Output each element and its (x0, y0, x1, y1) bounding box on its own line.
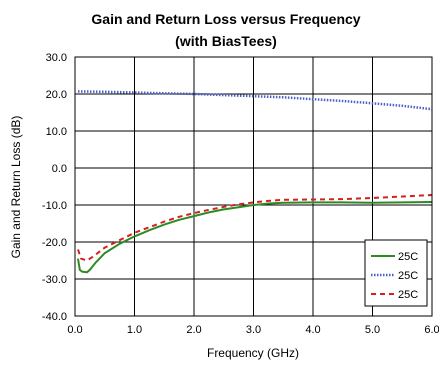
x-tick-label: 0.0 (67, 324, 82, 336)
y-tick-label: -40.0 (42, 311, 67, 323)
x-tick-label: 6.0 (424, 324, 439, 336)
tick-labels: 0.0 1.0 2.0 3.0 4.0 5.0 6.0 30.0 20.0 10.0 0.0 -10.… (42, 52, 439, 336)
legend-label-1: 25C (398, 251, 418, 263)
legend: 25C 25C 25C (364, 239, 428, 307)
y-axis-label: Gain and Return Loss (dB) (9, 116, 23, 259)
series-line-1 (77, 201, 433, 274)
y-tick-label: -30.0 (42, 274, 67, 286)
chart-subtitle: (with BiasTees) (175, 33, 277, 49)
y-tick-label: -10.0 (42, 200, 67, 212)
series-line-2 (77, 90, 433, 111)
legend-label-2: 25C (398, 270, 418, 282)
chart-title: Gain and Return Loss versus Frequency (91, 11, 360, 27)
series-layer (77, 90, 433, 274)
x-axis-label: Frequency (GHz) (207, 346, 299, 360)
x-tick-label: 4.0 (305, 324, 320, 336)
plot-area-frame (74, 56, 433, 317)
legend-label-3: 25C (398, 289, 418, 301)
y-tick-label: 10.0 (46, 126, 67, 138)
x-tick-label: 5.0 (365, 324, 380, 336)
y-tick-label: 30.0 (46, 52, 67, 64)
x-tick-label: 3.0 (246, 324, 261, 336)
y-tick-label: -20.0 (42, 237, 67, 249)
series-line-3 (77, 194, 433, 262)
x-tick-label: 2.0 (186, 324, 201, 336)
x-tick-label: 1.0 (127, 324, 142, 336)
y-tick-label: 20.0 (46, 89, 67, 101)
y-tick-label: 0.0 (52, 163, 67, 175)
